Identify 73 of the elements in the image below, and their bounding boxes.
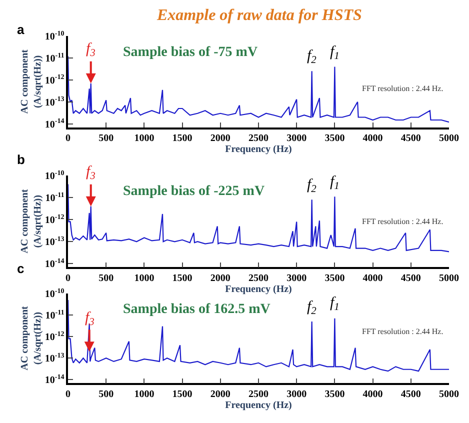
y-tick-label: 10$^{-11}$ xyxy=(45,51,65,64)
x-tick-label: 3000 xyxy=(286,133,307,144)
x-tick-label: 4500 xyxy=(400,133,421,144)
y-tick-label: 10$^{-14}$ xyxy=(44,372,65,386)
chart-title: Example of raw data for HSTS xyxy=(156,7,362,24)
x-tick-label: 1000 xyxy=(134,133,154,144)
y-tick-label: 10$^{-12}$ xyxy=(44,73,65,86)
annotation: Sample bias of -75 mV xyxy=(123,45,258,60)
annotation: f$_{3}$ xyxy=(85,310,94,328)
y-tick-label: 10$^{-12}$ xyxy=(44,212,65,226)
text: b xyxy=(17,152,25,167)
x-tick-label: 5000 xyxy=(439,133,459,144)
text: c xyxy=(17,261,24,276)
y-axis-title: AC component (A/sqrt(Hz)) xyxy=(19,188,44,254)
y-axis-title: AC component (A/sqrt(Hz)) xyxy=(19,48,44,114)
y-tick-label: 10$^{-14}$ xyxy=(44,256,65,270)
x-tick-label: 3000 xyxy=(286,388,307,400)
y-tick-label: 10$^{-14}$ xyxy=(44,117,65,130)
x-tick-label: 500 xyxy=(98,133,114,144)
annotation: FFT resolution : 2.44 Hz. xyxy=(362,217,444,226)
x-tick-label: 0 xyxy=(66,388,70,400)
x-tick-label: 2000 xyxy=(210,133,230,144)
x-tick-label: 3500 xyxy=(324,272,345,284)
x-tick-label: 0 xyxy=(66,272,70,284)
annotation: f$_{1}$ xyxy=(330,44,340,62)
annotation: f$_{2}$ xyxy=(307,299,318,318)
x-tick-label: 3500 xyxy=(324,133,345,144)
annotation: f$_{3}$ xyxy=(86,164,96,182)
x-tick-label: 4500 xyxy=(400,388,421,400)
annotation: f$_{1}$ xyxy=(330,174,340,192)
x-tick-label: 4000 xyxy=(362,133,383,144)
x-axis-title: Frequency (Hz) xyxy=(225,144,292,156)
x-tick-label: 3000 xyxy=(286,272,307,284)
x-tick-label: 4000 xyxy=(362,272,383,284)
x-tick-label: 0 xyxy=(66,133,70,144)
annotation: f$_{1}$ xyxy=(330,295,340,314)
y-tick-label: 10$^{-10}$ xyxy=(44,286,65,300)
x-tick-label: 2000 xyxy=(210,388,230,400)
x-tick-label: 2500 xyxy=(248,388,268,400)
x-tick-label: 2500 xyxy=(248,272,268,284)
annotation: Sample bias of 162.5 mV xyxy=(123,302,270,317)
x-tick-label: 3500 xyxy=(324,388,345,400)
x-axis-title: Frequency (Hz) xyxy=(225,284,292,295)
y-tick-label: 10$^{-10}$ xyxy=(44,29,65,42)
text: a xyxy=(17,22,25,37)
x-axis-title: Frequency (Hz) xyxy=(225,400,292,411)
annotation: FFT resolution : 2.44 Hz. xyxy=(362,84,444,93)
x-tick-label: 1500 xyxy=(172,272,192,284)
x-tick-label: 1000 xyxy=(134,388,154,400)
x-tick-label: 1000 xyxy=(134,272,154,284)
y-tick-label: 10$^{-13}$ xyxy=(44,234,65,248)
y-tick-label: 10$^{-11}$ xyxy=(45,190,65,204)
y-tick-label: 10$^{-10}$ xyxy=(44,168,65,182)
x-tick-label: 2500 xyxy=(248,133,268,144)
x-tick-label: 4500 xyxy=(400,272,421,284)
annotation: FFT resolution : 2.44 Hz. xyxy=(362,327,444,336)
x-tick-label: 1500 xyxy=(172,388,192,400)
x-tick-label: 5000 xyxy=(439,388,459,400)
annotation: f$_{2}$ xyxy=(307,177,318,196)
x-tick-label: 5000 xyxy=(439,272,459,284)
x-tick-label: 500 xyxy=(98,272,114,284)
annotation: Sample bias of -225 mV xyxy=(123,184,265,199)
x-tick-label: 500 xyxy=(98,388,114,400)
annotation: f$_{3}$ xyxy=(86,41,96,60)
y-tick-label: 10$^{-11}$ xyxy=(45,308,65,322)
y-tick-label: 10$^{-13}$ xyxy=(44,351,65,365)
y-tick-label: 10$^{-13}$ xyxy=(44,95,65,108)
annotation: f$_{2}$ xyxy=(307,48,318,66)
y-axis-title: AC component (A/sqrt(Hz)) xyxy=(19,305,44,370)
x-tick-label: 4000 xyxy=(362,388,383,400)
y-tick-label: 10$^{-12}$ xyxy=(44,330,65,344)
x-tick-label: 2000 xyxy=(210,272,230,284)
x-tick-label: 1500 xyxy=(172,133,192,144)
